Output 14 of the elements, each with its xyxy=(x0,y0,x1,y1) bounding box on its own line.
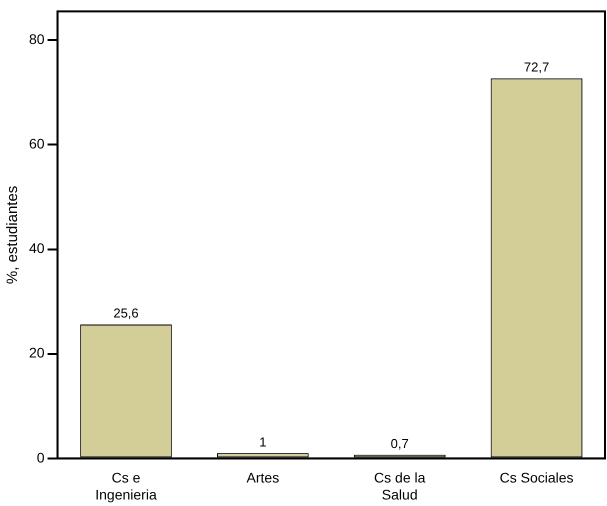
y-tick-label: 0 xyxy=(36,449,45,466)
x-tick-label: Artes xyxy=(246,470,280,486)
y-tick-label: 80 xyxy=(28,31,45,48)
y-tick-label: 60 xyxy=(28,136,45,152)
data-label: 0,7 xyxy=(390,436,409,451)
x-tick-label: Cs e Ingenieria xyxy=(95,470,157,502)
y-tick-label: 20 xyxy=(28,344,45,361)
data-label: 72,7 xyxy=(524,59,550,74)
data-label: 1 xyxy=(259,434,266,450)
y-tick-label: 40 xyxy=(28,240,45,256)
x-tick-label: Cs de la Salud xyxy=(374,470,426,502)
y-axis-title: %, estudiantes xyxy=(4,186,22,284)
x-tick-label: Cs Sociales xyxy=(500,470,574,486)
data-label: 25,6 xyxy=(113,306,139,321)
